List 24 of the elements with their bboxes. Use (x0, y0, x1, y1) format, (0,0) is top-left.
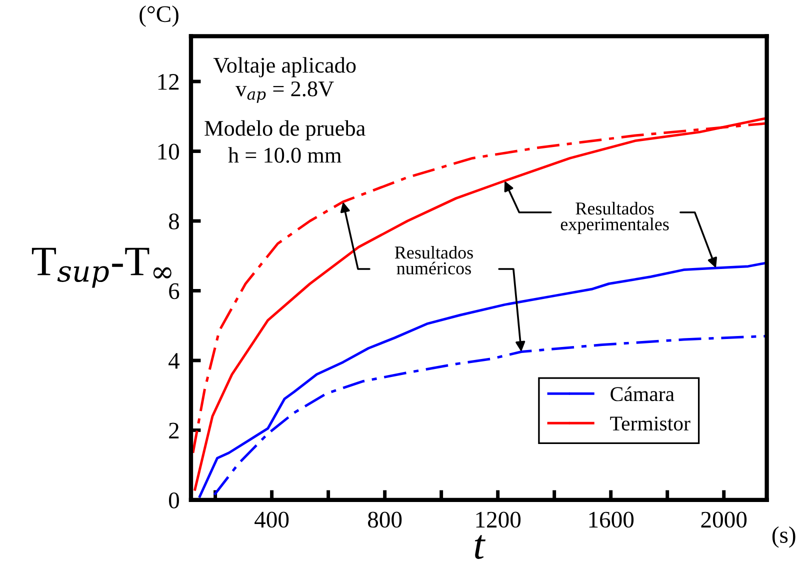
x-axis-title: t (474, 535, 486, 560)
y-tick-label: 12 (158, 74, 179, 90)
annotation: Modelo de prueba (204, 120, 366, 140)
x-tick-label: 1200 (476, 512, 521, 528)
x-tick-label: 2000 (701, 512, 747, 528)
y-tick-label: 4 (168, 353, 180, 369)
annotation: Resultados experimentales (560, 202, 669, 234)
y-tick-label: 8 (168, 213, 179, 230)
annotation: Voltaje aplicado (213, 57, 356, 78)
text: (s) (772, 526, 796, 548)
x-tick-label: 1600 (589, 512, 634, 528)
x-tick-label: 400 (254, 512, 289, 528)
annotation: h = 10.0 mm (228, 147, 342, 163)
x-tick-label: 800 (368, 512, 402, 528)
text: (°C) (140, 5, 178, 27)
annotation: v$_{ap}$ = 2.8V (236, 81, 334, 103)
line-series (213, 334, 767, 496)
annotation: Resultados numéricos (394, 246, 473, 274)
y-tick-label: 2 (169, 422, 179, 438)
legend-label: Cámara (610, 386, 674, 402)
y-tick-label: 0 (168, 492, 179, 508)
y-tick-label: 10 (158, 144, 179, 160)
y-tick-label: 6 (169, 283, 180, 300)
legend-label: Termistor (610, 416, 690, 431)
